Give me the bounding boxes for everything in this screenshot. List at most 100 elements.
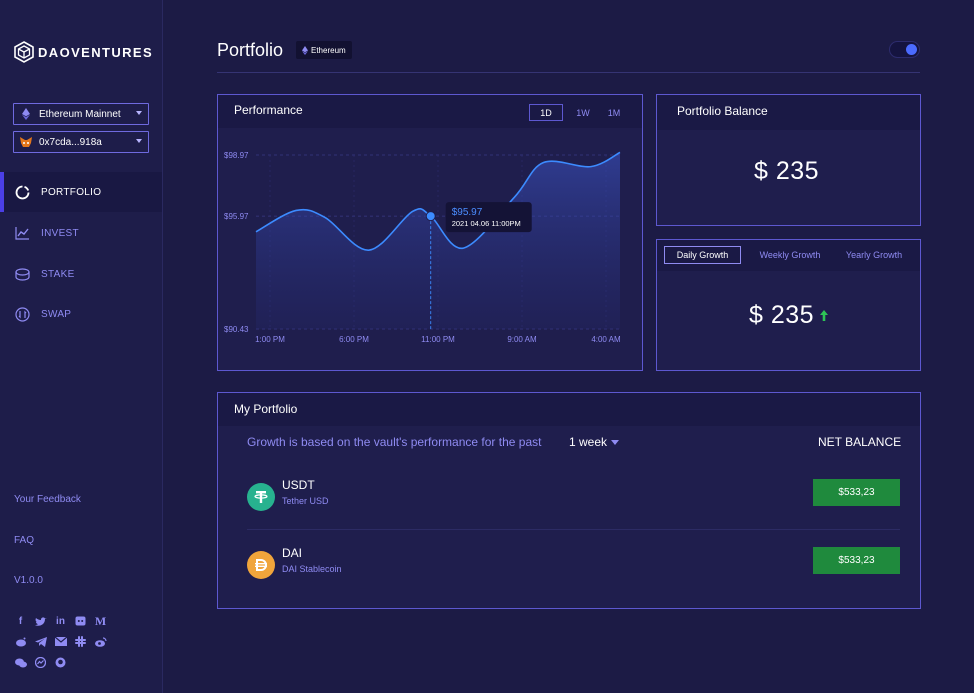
portfolio-balance-card [656,94,921,226]
token-name: Tether USD [282,496,329,506]
portfolio-icon [14,184,30,200]
moon-icon [906,44,917,55]
tooltip-date: 2021 04.06 11:00PM [452,219,521,228]
my-portfolio-title: My Portfolio [234,402,298,416]
range-1d-button[interactable]: 1D [529,104,563,121]
tab-weekly-growth[interactable]: Weekly Growth [759,250,821,260]
medium-icon[interactable]: M [94,614,107,628]
network-select[interactable]: Ethereum Mainnet [13,103,149,125]
nav-label-stake: STAKE [41,268,75,280]
tether-icon [247,483,275,511]
period-select-value: 1 week [569,435,608,449]
nav-label-swap: SWAP [41,308,72,320]
network-select-value: Ethereum Mainnet [39,108,121,120]
token-symbol: DAI [282,546,303,560]
my-portfolio-card [217,392,921,609]
nav-label-portfolio: PORTFOLIO [41,186,102,198]
tooltip-box [445,202,532,233]
nav-item-swap[interactable]: SWAP [0,294,162,334]
highlight-point [425,211,436,222]
nav-item-stake[interactable]: STAKE [0,254,162,294]
tab-daily-growth[interactable]: Daily Growth [664,246,741,264]
wallet-address: 0x7cda...918a [39,136,102,148]
growth-card [656,239,921,371]
growth-value-row: $ 235 [749,301,829,330]
y-tick-label: $98.97 [224,151,249,160]
email-icon[interactable] [54,635,67,648]
performance-card-header [218,95,642,128]
wechat-icon[interactable] [14,656,27,669]
ethereum-icon [302,45,308,55]
row-divider [247,529,900,530]
net-balance-header: NET BALANCE [818,435,902,449]
social-links-row-3 [14,656,67,669]
swap-icon [14,306,30,322]
social-links-row-1: f in M [14,614,107,628]
discord-icon[interactable] [74,615,87,628]
token-balance-badge: $533,23 [813,547,900,574]
wallet-select[interactable]: 0x7cda...918a [13,131,149,153]
x-tick-label: 4:00 AM [591,335,621,344]
portfolio-balance-value: $ 235 [754,157,820,185]
y-tick-label: $90.43 [224,325,249,334]
page-title: Portfolio [217,40,284,60]
invest-chart-icon [14,225,30,241]
twitter-icon[interactable] [34,615,47,628]
messenger-icon[interactable] [34,656,47,669]
x-tick-label: 9:00 AM [507,335,537,344]
app-name: DAOVENTURES [38,44,154,60]
metamask-fox-icon [20,136,32,148]
weibo-icon[interactable] [94,635,107,648]
reddit-icon[interactable] [14,635,27,648]
range-1w-button[interactable]: 1W [576,107,590,118]
x-tick-label: 11:00 PM [421,335,455,344]
chevron-down-icon [136,111,142,115]
stake-coins-icon [14,266,30,282]
social-links-row-2 [14,635,107,648]
y-tick-label: $95.97 [224,212,249,221]
growth-value: $ 235 [749,301,815,329]
ethereum-icon [20,108,32,120]
slack-icon[interactable] [74,635,87,648]
portfolio-balance-header [657,95,920,130]
tab-yearly-growth[interactable]: Yearly Growth [845,250,903,260]
growth-basis-text: Growth is based on the vault's performan… [247,435,542,449]
token-symbol: USDT [282,478,315,492]
x-tick-label: 1:00 PM [255,335,285,344]
growth-card-header [657,240,920,271]
period-select[interactable]: 1 week [569,435,620,449]
performance-chart: $98.97 $95.97 $90.43 1:00 PM 6:00 PM 11:00 PM… [224,151,621,344]
my-portfolio-header [218,393,920,426]
arrow-up-icon [820,310,829,321]
feedback-link[interactable]: Your Feedback [14,494,81,505]
nav-label-invest: INVEST [41,227,79,239]
theme-toggle[interactable] [889,41,920,58]
nav-item-portfolio[interactable]: PORTFOLIO [0,172,162,212]
portfolio-balance-title: Portfolio Balance [677,104,768,118]
chain-badge: Ethereum [296,41,352,59]
dai-icon [247,551,275,579]
series-area [256,152,620,329]
telegram-icon[interactable] [34,635,47,648]
token-name: DAI Stablecoin [282,564,342,574]
header-divider [217,72,920,73]
token-balance-badge: $533,23 [813,479,900,506]
app-logo[interactable]: DAOVENTURES [13,41,153,63]
sidebar: DAOVENTURES Ethereum Mainnet 0x7cda...91… [0,0,163,693]
facebook-icon[interactable]: f [18,616,23,627]
chevron-down-icon [611,439,620,445]
faq-link[interactable]: FAQ [14,535,35,546]
token-row[interactable]: DAI DAI Stablecoin $533,23 [247,546,900,592]
linkedin-icon[interactable]: in [56,616,65,627]
chevron-down-icon [136,139,142,143]
version-label: V1.0.0 [14,575,43,586]
chain-badge-label: Ethereum [311,45,346,55]
performance-title: Performance [234,103,303,117]
x-tick-label: 6:00 PM [339,335,369,344]
tooltip-value: $95.97 [452,207,483,218]
nav-item-invest[interactable]: INVEST [0,213,162,253]
range-1m-button[interactable]: 1M [607,107,621,118]
cube-logo-icon [14,41,34,63]
token-row[interactable]: USDT Tether USD $533,23 [247,478,900,524]
github-icon[interactable] [54,656,67,669]
